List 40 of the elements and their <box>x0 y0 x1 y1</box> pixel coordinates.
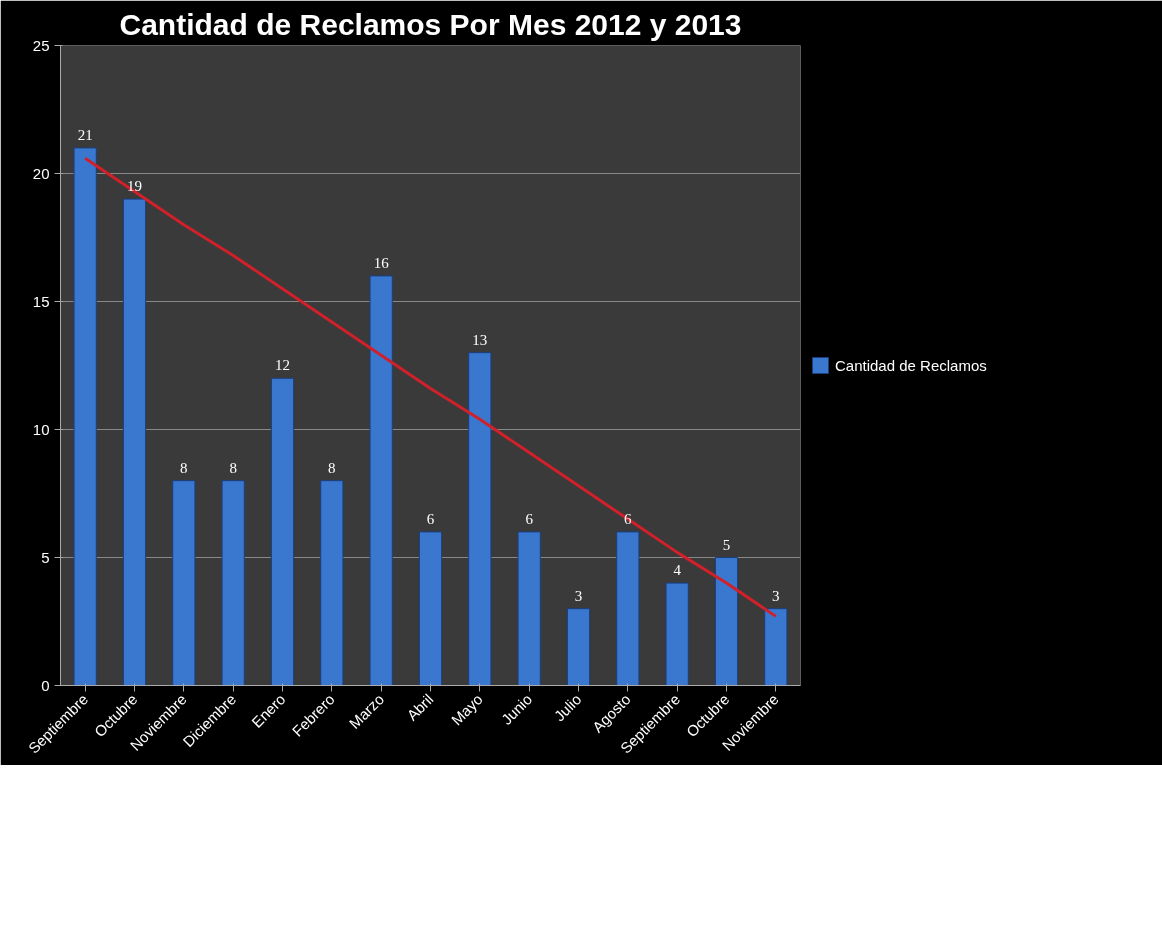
bar <box>764 608 788 686</box>
bar <box>270 377 295 686</box>
bar <box>468 352 492 686</box>
data-label: 12 <box>275 357 290 374</box>
bar <box>665 582 689 686</box>
bar <box>517 531 541 686</box>
bar <box>566 608 591 686</box>
x-tick-label: Julio <box>550 690 585 725</box>
y-tick-label: 25 <box>32 36 50 54</box>
data-label: 4 <box>673 562 682 579</box>
y-tick-label: 10 <box>32 420 50 438</box>
line-series <box>83 156 778 618</box>
y-tick-label: 0 <box>41 676 50 694</box>
y-tick-label: 15 <box>32 292 50 310</box>
bar <box>221 480 245 686</box>
bar <box>172 480 196 686</box>
bar <box>73 147 97 686</box>
y-tick-label: 20 <box>32 164 50 182</box>
bar <box>122 198 147 686</box>
data-label: 8 <box>229 459 237 476</box>
data-label: 13 <box>472 331 488 348</box>
bar <box>616 531 640 686</box>
data-label: 19 <box>127 178 142 195</box>
data-label: 16 <box>373 254 390 271</box>
data-label: 6 <box>426 510 435 527</box>
data-label: 6 <box>624 510 633 527</box>
y-tick-label: 5 <box>41 548 50 566</box>
bar <box>418 531 443 686</box>
data-label: 3 <box>772 587 780 604</box>
data-label: 5 <box>722 536 731 553</box>
data-label: 8 <box>180 459 188 476</box>
bar <box>320 480 344 686</box>
bar <box>369 275 393 686</box>
data-label: 21 <box>77 126 93 143</box>
data-label: 3 <box>574 587 583 604</box>
data-label: 8 <box>328 459 336 476</box>
legend-label: Cantidad de Reclamos <box>835 356 987 374</box>
chart-title: Cantidad de Reclamos Por Mes 2012 y 2013 <box>119 7 742 41</box>
data-label: 6 <box>525 510 534 527</box>
bar <box>714 557 739 686</box>
